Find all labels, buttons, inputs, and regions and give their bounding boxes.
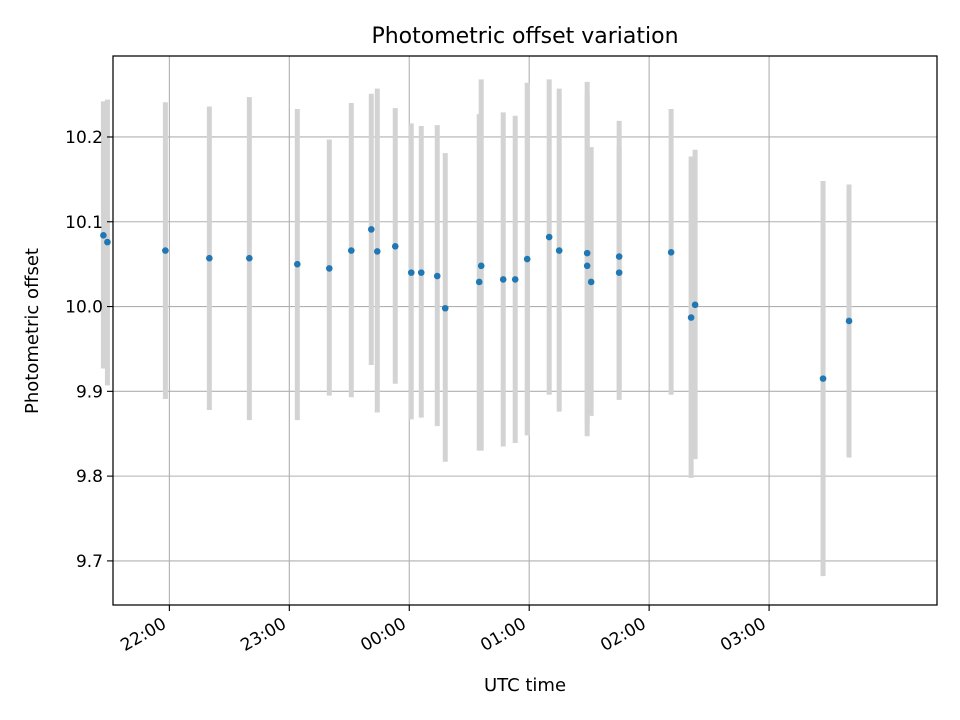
data-point xyxy=(583,262,591,270)
y-tick-label: 10.0 xyxy=(65,298,103,318)
data-point xyxy=(545,233,553,241)
data-point xyxy=(100,232,107,239)
data-point xyxy=(294,260,301,268)
data-point xyxy=(325,265,333,272)
data-point xyxy=(499,276,507,283)
y-axis-ticks: 9.7 9.8 9.9 10.0 10.1 10.2 xyxy=(65,128,113,572)
data-point xyxy=(347,247,355,254)
data-point xyxy=(206,254,213,262)
data-point xyxy=(391,243,399,250)
data-point xyxy=(667,248,675,256)
data-point xyxy=(615,253,623,260)
y-tick-label: 10.2 xyxy=(65,128,103,148)
data-point xyxy=(587,278,595,286)
data-point xyxy=(691,301,699,309)
data-point xyxy=(845,317,853,325)
data-point xyxy=(687,314,695,321)
data-point xyxy=(417,269,425,276)
y-axis-label: Photometric offset xyxy=(22,248,43,414)
data-point xyxy=(433,272,441,280)
data-point xyxy=(441,304,449,312)
data-point xyxy=(511,276,519,283)
data-point xyxy=(104,238,111,246)
chart-title: Photometric offset variation xyxy=(371,24,678,49)
data-point xyxy=(373,248,381,255)
data-point xyxy=(819,375,827,382)
data-point xyxy=(367,226,375,233)
y-tick-label: 10.1 xyxy=(65,213,103,233)
data-point xyxy=(162,247,169,254)
data-point xyxy=(477,262,485,270)
data-point xyxy=(475,278,483,286)
y-tick-label: 9.8 xyxy=(76,467,103,487)
data-point xyxy=(246,254,253,262)
data-point xyxy=(615,269,623,276)
plot-frame xyxy=(112,55,938,606)
data-point xyxy=(583,249,591,257)
x-axis-label: UTC time xyxy=(484,675,566,696)
data-point xyxy=(523,255,531,263)
y-tick-label: 9.7 xyxy=(76,552,103,572)
y-tick-label: 9.9 xyxy=(76,382,103,402)
data-points xyxy=(100,226,853,382)
data-point xyxy=(555,247,563,254)
data-point xyxy=(407,269,415,276)
